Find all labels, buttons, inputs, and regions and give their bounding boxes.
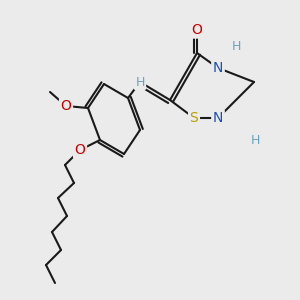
Text: N: N [213,61,223,75]
Text: O: O [192,23,203,37]
Text: N: N [213,111,223,125]
Text: H: H [250,134,260,146]
Text: S: S [190,111,198,125]
Text: O: O [75,143,86,157]
Text: H: H [135,76,145,88]
Text: O: O [61,99,71,113]
Text: H: H [231,40,241,52]
